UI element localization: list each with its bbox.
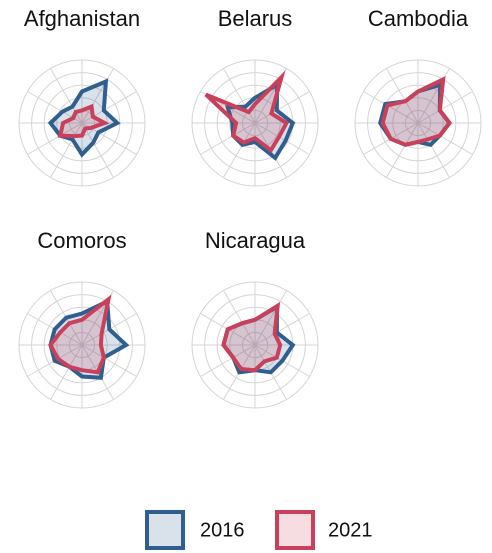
spoke [81, 344, 137, 377]
panel-title: Afghanistan [24, 6, 140, 31]
spoke [50, 344, 83, 400]
spoke [27, 122, 83, 155]
spoke [417, 122, 450, 178]
spoke [386, 68, 419, 124]
panel-title: Nicaragua [205, 228, 306, 253]
legend-swatch [145, 510, 185, 550]
spoke [200, 344, 256, 377]
radar-area [380, 76, 453, 147]
panel-title: Belarus [218, 6, 293, 31]
spoke [223, 290, 256, 346]
spoke [417, 122, 473, 155]
radar-area [48, 298, 130, 380]
spoke [417, 91, 473, 124]
spoke [254, 313, 310, 346]
spoke [254, 122, 310, 155]
spoke [50, 122, 83, 178]
spoke [254, 91, 310, 124]
radar-panel: Comoros [18, 228, 146, 409]
radar-panel: Cambodia [354, 6, 482, 187]
panel-title: Cambodia [368, 6, 469, 31]
radar-area [221, 301, 283, 373]
spoke [200, 122, 256, 155]
spoke [223, 122, 256, 178]
legend-label: 2016 [200, 519, 245, 541]
radar-area [204, 70, 290, 154]
radar-panel: Afghanistan [18, 6, 146, 187]
legend-swatch [275, 510, 315, 550]
spoke [386, 122, 419, 178]
spoke [81, 68, 114, 124]
radar-panel: Belarus [191, 6, 319, 187]
spoke [254, 290, 287, 346]
legend-label: 2021 [328, 519, 373, 541]
spoke [81, 122, 114, 178]
radar-area [48, 294, 112, 375]
spoke [363, 91, 419, 124]
panel-title: Comoros [37, 228, 126, 253]
radar-panel: Nicaragua [191, 228, 319, 409]
radar-area [57, 103, 110, 139]
